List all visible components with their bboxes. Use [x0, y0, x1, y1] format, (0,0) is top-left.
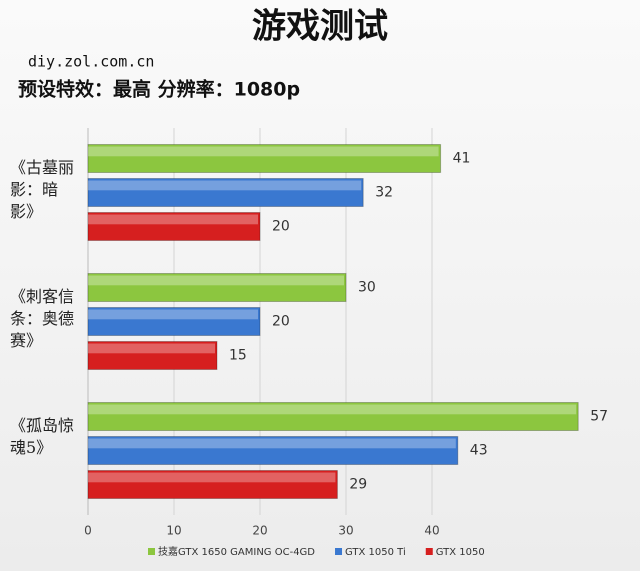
- legend-swatch: [148, 548, 155, 555]
- value-label: 32: [375, 185, 393, 201]
- legend-swatch: [425, 548, 433, 555]
- x-tick-label: 40: [424, 524, 439, 538]
- bar: [87, 470, 338, 499]
- bar-shine: [88, 146, 439, 157]
- bar: [87, 212, 261, 241]
- value-label: 30: [358, 280, 376, 296]
- x-tick-label: 0: [84, 524, 92, 538]
- bar-shine: [88, 343, 215, 354]
- x-tick-label: 30: [338, 524, 353, 538]
- legend-label: 技嘉GTX 1650 GAMING OC-4GD: [158, 545, 315, 558]
- bar-shine: [88, 438, 456, 449]
- legend-label: GTX 1050 Ti: [345, 547, 406, 558]
- value-label: 41: [453, 151, 471, 167]
- bar-shine: [88, 275, 344, 286]
- x-tick-label: 10: [166, 524, 181, 538]
- subtitle: 预设特效：最高 分辨率：1080p: [18, 78, 300, 101]
- value-label: 43: [470, 443, 488, 459]
- chart-title: 游戏测试: [252, 7, 388, 47]
- value-label: 57: [590, 409, 608, 425]
- bar-shine: [88, 214, 258, 225]
- legend-swatch: [335, 548, 343, 555]
- bar: [87, 307, 261, 336]
- legend-label: GTX 1050: [436, 547, 485, 558]
- x-tick-label: 20: [252, 524, 267, 538]
- bar: [87, 402, 579, 431]
- value-label: 29: [349, 477, 367, 493]
- category-label: 《孤岛惊魂5》: [10, 415, 75, 457]
- value-label: 15: [229, 348, 247, 364]
- value-label: 20: [272, 219, 290, 235]
- bar: [87, 273, 347, 302]
- category-label: 《刺客信条：奥德赛》: [10, 286, 75, 350]
- bar-shine: [88, 404, 577, 415]
- bar-shine: [88, 472, 336, 483]
- bar: [87, 341, 218, 370]
- source: diy.zol.com.cn: [28, 53, 154, 71]
- category-label: 《古墓丽影：暗影》: [10, 157, 75, 221]
- bar: [87, 178, 364, 207]
- bar-shine: [88, 309, 258, 320]
- bar: [87, 144, 442, 173]
- bar-shine: [88, 180, 362, 191]
- bar: [87, 436, 459, 465]
- value-label: 20: [272, 314, 290, 330]
